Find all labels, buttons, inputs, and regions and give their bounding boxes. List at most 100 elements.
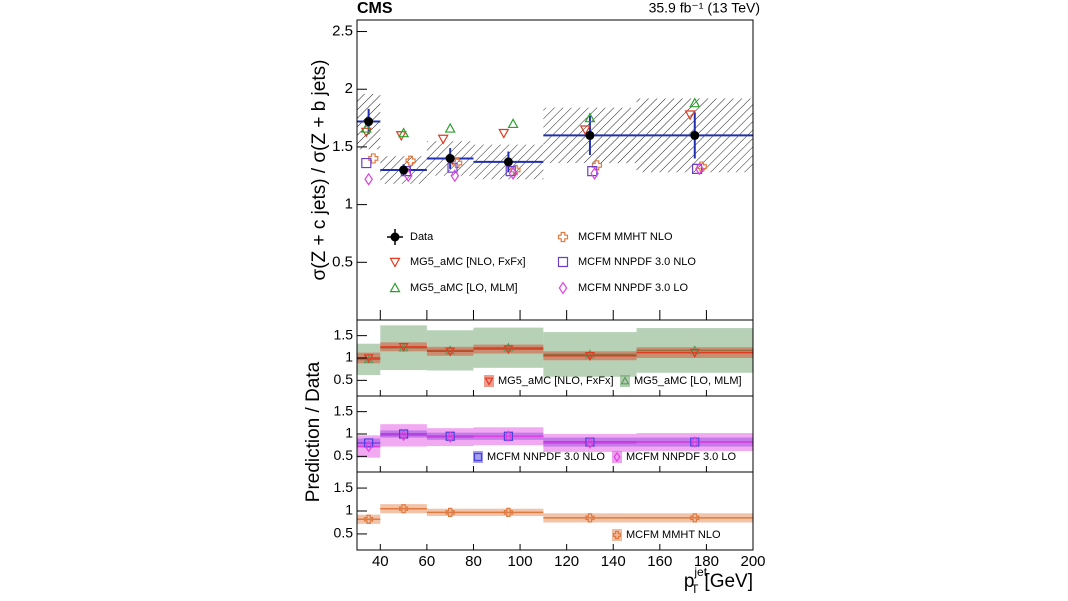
panel [357,504,753,524]
legend-label: MG5_aMC [NLO, FxFx] [410,256,526,268]
legend-marker [473,452,483,462]
ratio-marker [364,438,374,448]
legend-label: MCFM MMHT NLO [626,529,721,541]
prediction-marker [684,110,696,121]
ratio-marker [364,440,373,453]
legend-marker [613,451,621,463]
legend-swatch [484,375,494,387]
experiment-label: CMS [357,0,393,17]
ratio-marker [689,348,700,358]
ratio-marker [445,347,456,357]
legend-marker [557,231,569,243]
prediction-marker [695,162,704,176]
legend-label: MG5_aMC [LO, MLM] [634,375,742,387]
y-tick-label: 1.5 [334,479,354,495]
prediction-marker [508,166,518,180]
legend-marker [620,376,630,385]
legend-marker [612,530,622,540]
prediction-marker [368,153,379,164]
legend-marker [484,377,494,386]
x-tick-label: 60 [419,553,436,570]
ratio-marker [445,345,456,355]
legend-swatch [620,375,630,387]
data-point [445,153,455,163]
ratio-marker [399,429,408,442]
ratio-marker [504,430,513,443]
data-point [690,130,700,140]
x-axis-title-part: p [684,571,695,592]
y-tick-label: 1.5 [334,326,354,342]
ratio-marker [364,514,374,524]
ratio-marker [503,507,514,517]
panel [357,424,753,458]
ratio-marker [690,437,700,447]
ratio-marker [398,504,409,514]
ratio-marker [503,345,514,355]
legend-marker [389,257,401,268]
ratio-axis-title: Prediction / Data [303,361,324,502]
y-tick-label: 1.5 [334,402,354,418]
prediction-marker [437,134,449,145]
y-tick-label: 0.5 [332,253,353,270]
x-tick-label: 40 [372,553,389,570]
prediction-marker [510,164,521,176]
ratio-marker [398,429,409,439]
legend-marker [389,282,401,293]
y-tick-label: 2.5 [332,23,353,40]
ratio-marker [503,342,514,352]
prediction-marker [590,166,599,180]
y-tick-label: 1.5 [332,138,353,155]
x-tick-label: 200 [740,553,765,570]
legend-marker [557,256,569,268]
legend-label: MCFM NNPDF 3.0 LO [626,451,736,463]
x-tick-label: 120 [554,553,579,570]
panel-frame [356,471,754,551]
prediction-marker [591,160,603,171]
ratio-marker [445,431,455,441]
ratio-marker [690,513,700,523]
prediction-marker [507,118,519,129]
y-tick-label: 2 [345,80,353,97]
ratio-marker [446,431,455,444]
legend-label: MCFM NNPDF 3.0 LO [578,282,688,294]
x-tick-label: 160 [647,553,672,570]
x-axis-title-part: T [691,582,699,596]
ratio-marker [586,437,594,449]
prediction-marker [444,122,456,133]
data-point [364,117,374,127]
prediction-marker [361,157,372,169]
ratio-marker [398,343,409,353]
y-tick-label: 1 [345,196,353,213]
legend-marker [558,281,568,295]
legend-label: MG5_aMC [LO, MLM] [410,282,518,294]
ratio-marker [585,513,595,523]
ratio-marker [690,436,699,448]
y-tick-label: 0.5 [334,447,354,463]
x-tick-label: 80 [465,553,482,570]
data-point [399,165,409,175]
prediction-marker [579,125,591,136]
x-axis-title-part: jet [693,565,707,579]
x-tick-label: 100 [508,553,533,570]
ratio-marker [584,351,595,362]
legend-swatch [612,529,622,541]
legend-label: Data [410,231,434,243]
data-point [585,130,595,140]
prediction-marker [364,172,373,186]
y-tick-label: 0.5 [334,525,354,541]
data-point [503,157,513,167]
legend-label: MCFM MMHT NLO [578,231,673,243]
prediction-marker [498,128,510,139]
ratio-marker [585,437,595,447]
prediction-marker [360,122,372,133]
prediction-marker [450,169,460,183]
legend-label: MCFM NNPDF 3.0 NLO [487,451,605,463]
y-tick-label: 0.5 [334,371,354,387]
prediction-marker [403,169,413,183]
prediction-marker [584,112,596,123]
ratio-marker [445,507,455,517]
ratio-marker [503,431,514,441]
legend-label: MG5_aMC [NLO, FxFx] [498,375,614,387]
legend-swatch [473,451,483,463]
